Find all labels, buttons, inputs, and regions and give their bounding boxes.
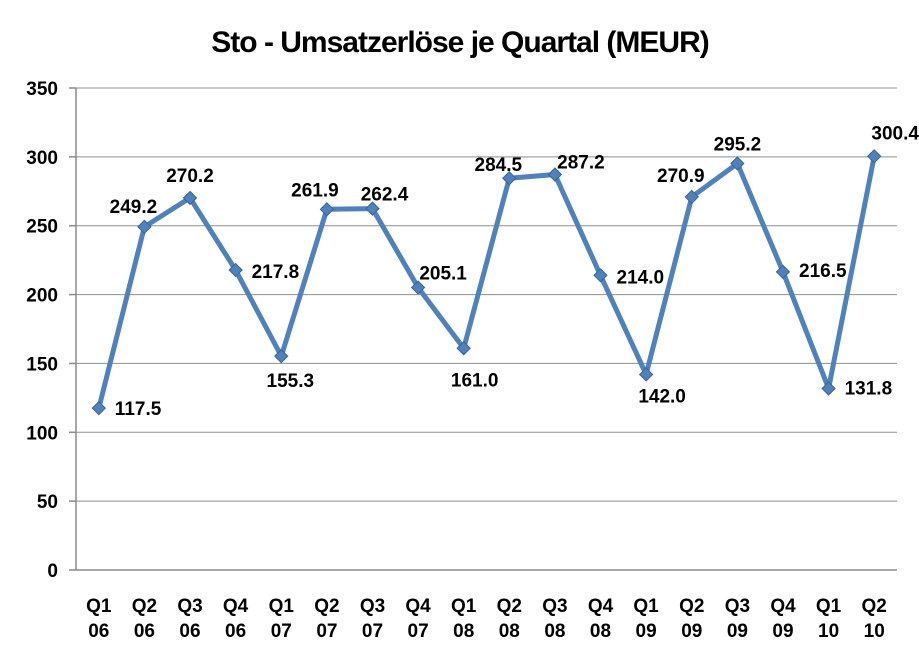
data-label: 249.2: [110, 197, 158, 218]
data-label: 161.0: [451, 370, 499, 391]
data-label: 214.0: [617, 267, 665, 288]
x-axis-label-quarter: Q1: [816, 596, 842, 617]
x-axis-label-year: 10: [818, 621, 839, 642]
y-axis-label: 150: [26, 354, 58, 375]
y-axis-label: 250: [26, 217, 58, 238]
y-axis-label: 350: [26, 79, 58, 100]
data-point-marker: [866, 149, 882, 164]
data-point-marker: [821, 381, 836, 396]
x-axis-label-quarter: Q3: [542, 596, 567, 617]
data-point-marker: [410, 280, 426, 295]
data-point-marker: [228, 262, 243, 278]
x-axis-label-quarter: Q2: [679, 596, 704, 617]
data-point-marker: [182, 190, 198, 206]
x-axis-label-year: 08: [544, 621, 565, 642]
data-point-marker: [456, 341, 471, 356]
data-label: 117.5: [115, 399, 162, 420]
data-label: 217.8: [252, 262, 300, 283]
data-label: 300.4: [871, 123, 919, 144]
y-axis-label: 100: [26, 423, 58, 444]
data-label: 284.5: [475, 155, 523, 176]
x-axis-label-year: 07: [362, 621, 383, 642]
x-axis-label-quarter: Q3: [360, 596, 385, 617]
x-axis-label-quarter: Q4: [588, 596, 614, 617]
x-axis-label-year: 08: [499, 621, 520, 642]
x-axis-label-year: 07: [271, 621, 292, 642]
x-axis-label-year: 09: [772, 621, 793, 642]
x-axis-label-year: 09: [681, 621, 702, 642]
x-axis-label-quarter: Q2: [862, 596, 887, 617]
x-axis-label-year: 08: [453, 621, 474, 642]
x-axis-label-year: 08: [590, 621, 611, 642]
x-axis-label-quarter: Q2: [314, 596, 339, 617]
x-axis-label-quarter: Q4: [223, 596, 249, 617]
data-label: 131.8: [845, 379, 893, 400]
revenue-series-line: [96, 153, 877, 411]
data-label: 295.2: [714, 135, 762, 156]
data-point-marker: [91, 400, 107, 416]
data-label: 216.5: [799, 261, 847, 282]
data-label: 261.9: [291, 180, 339, 201]
x-axis-label-year: 06: [225, 621, 246, 642]
data-point-marker: [684, 189, 699, 205]
data-label: 270.2: [166, 166, 214, 187]
x-axis-label-quarter: Q1: [86, 596, 112, 617]
x-axis-label-year: 09: [727, 621, 748, 642]
data-label: 287.2: [557, 153, 605, 174]
data-point-marker: [547, 167, 563, 182]
x-axis-label-quarter: Q2: [132, 596, 157, 617]
data-label: 205.1: [419, 264, 467, 285]
x-axis-label-quarter: Q4: [770, 596, 796, 617]
data-label: 262.4: [361, 185, 409, 206]
y-axis-label: 0: [47, 561, 58, 582]
x-axis-label-year: 07: [316, 621, 337, 642]
x-axis-label-quarter: Q2: [497, 596, 522, 617]
data-point-marker: [593, 268, 608, 283]
x-axis-label-year: 06: [88, 621, 109, 642]
data-label: 155.3: [267, 371, 315, 392]
x-axis-label-quarter: Q1: [269, 596, 295, 617]
y-axis-label: 200: [26, 286, 58, 307]
x-axis-label-quarter: Q4: [405, 596, 431, 617]
data-label: 270.9: [657, 166, 705, 187]
y-axis-label: 300: [26, 148, 58, 169]
x-axis-label-quarter: Q3: [725, 596, 750, 617]
x-axis-label-quarter: Q1: [633, 596, 659, 617]
data-point-marker: [137, 219, 152, 235]
data-point-marker: [502, 170, 517, 186]
data-label: 142.0: [638, 386, 686, 407]
data-point-marker: [775, 264, 791, 280]
x-axis-label-year: 07: [408, 621, 429, 642]
data-point-marker: [319, 202, 335, 217]
data-point-marker: [730, 156, 745, 171]
chart-title: Sto - Umsatzerlöse je Quartal (MEUR): [211, 26, 708, 59]
x-axis-label-year: 10: [864, 621, 885, 642]
x-axis-label-quarter: Q1: [451, 596, 477, 617]
data-point-marker: [638, 367, 654, 382]
data-point-marker: [274, 348, 289, 364]
y-axis-label: 50: [37, 492, 58, 513]
x-axis-label-quarter: Q3: [177, 596, 202, 617]
plot-area: 0 50 100 150 200 250 300 350 117.5 249.2 270.2 217.…: [26, 79, 919, 642]
x-axis-label-year: 09: [636, 621, 657, 642]
x-axis-label-year: 06: [179, 621, 200, 642]
data-point-marker: [365, 201, 380, 216]
x-axis-label-year: 06: [134, 621, 155, 642]
